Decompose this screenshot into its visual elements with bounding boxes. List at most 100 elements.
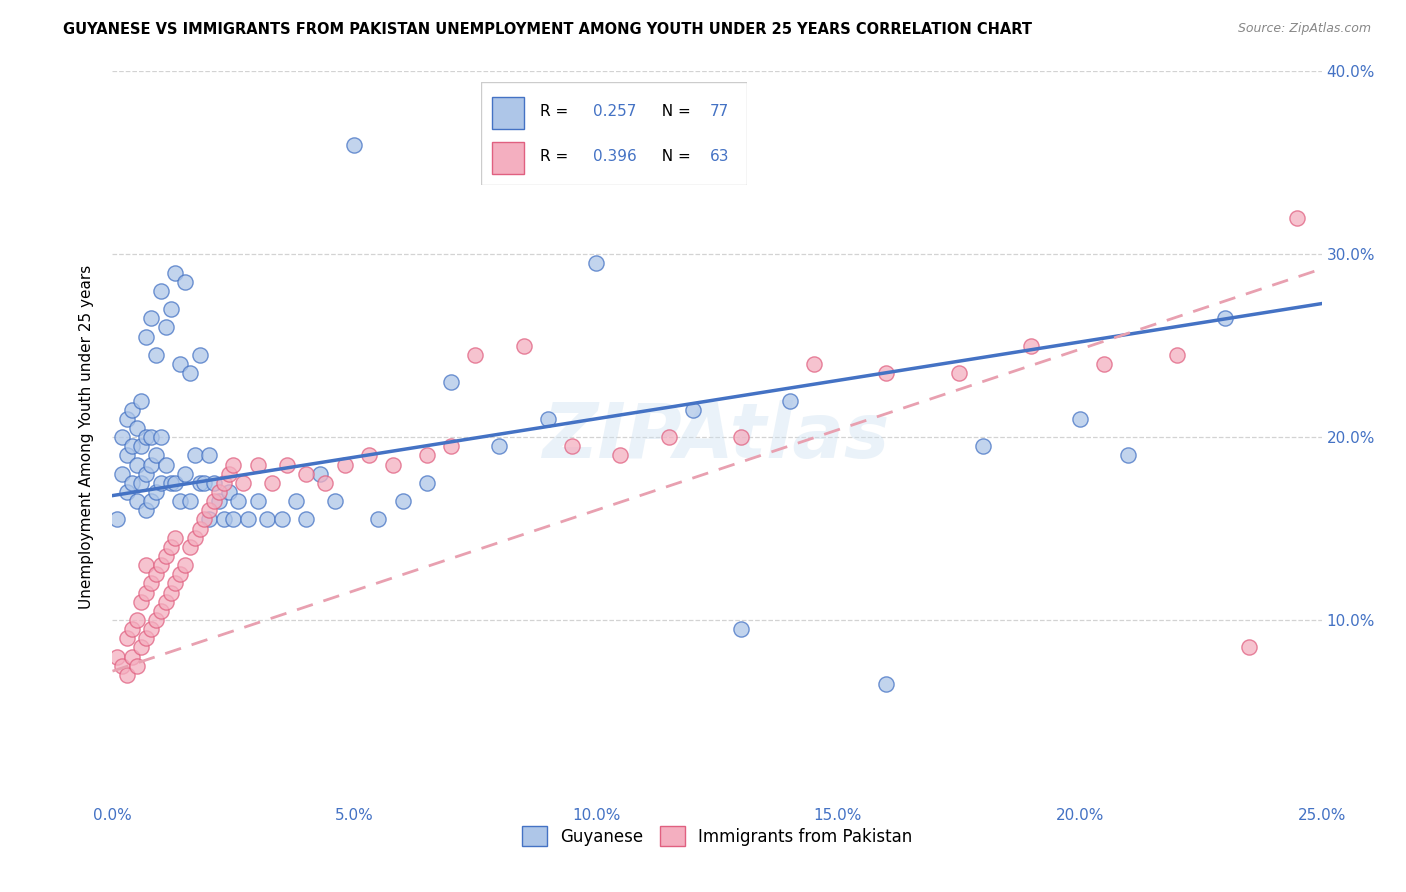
Point: [391, 494, 413, 508]
Point: [131, 594, 153, 608]
Point: [208, 485, 231, 500]
Point: [159, 585, 181, 599]
Point: [537, 412, 560, 426]
Point: [174, 275, 197, 289]
Point: [1069, 412, 1091, 426]
Point: [488, 439, 510, 453]
Point: [149, 430, 172, 444]
Point: [295, 512, 318, 526]
Point: [165, 531, 187, 545]
Point: [155, 458, 177, 472]
Point: [382, 458, 405, 472]
Point: [188, 521, 211, 535]
Point: [125, 458, 148, 472]
Point: [183, 448, 205, 462]
Point: [1213, 311, 1236, 326]
Point: [149, 284, 172, 298]
Point: [179, 540, 201, 554]
Point: [512, 338, 534, 352]
Point: [149, 475, 172, 490]
Y-axis label: Unemployment Among Youth under 25 years: Unemployment Among Youth under 25 years: [79, 265, 94, 609]
Point: [222, 458, 245, 472]
Point: [416, 475, 439, 490]
Point: [145, 348, 167, 362]
Point: [149, 604, 172, 618]
Point: [125, 494, 148, 508]
Point: [314, 475, 336, 490]
Legend: Guyanese, Immigrants from Pakistan: Guyanese, Immigrants from Pakistan: [515, 820, 920, 853]
Point: [105, 512, 128, 526]
Point: [121, 649, 143, 664]
Point: [246, 494, 269, 508]
Point: [169, 357, 191, 371]
Point: [145, 485, 167, 500]
Point: [875, 677, 897, 691]
Point: [270, 512, 292, 526]
Point: [682, 402, 704, 417]
Point: [135, 632, 157, 646]
Point: [658, 430, 681, 444]
Point: [135, 585, 157, 599]
Point: [145, 448, 167, 462]
Point: [121, 402, 143, 417]
Point: [730, 430, 752, 444]
Text: GUYANESE VS IMMIGRANTS FROM PAKISTAN UNEMPLOYMENT AMONG YOUTH UNDER 25 YEARS COR: GUYANESE VS IMMIGRANTS FROM PAKISTAN UNE…: [63, 22, 1032, 37]
Point: [218, 485, 240, 500]
Point: [236, 512, 259, 526]
Point: [169, 494, 191, 508]
Point: [115, 485, 138, 500]
Point: [198, 512, 221, 526]
Point: [188, 348, 211, 362]
Point: [262, 475, 284, 490]
Point: [115, 448, 138, 462]
Point: [561, 439, 583, 453]
Point: [875, 366, 897, 380]
Point: [131, 640, 153, 655]
Point: [141, 576, 163, 591]
Point: [208, 494, 231, 508]
Point: [188, 475, 211, 490]
Point: [141, 430, 163, 444]
Point: [1021, 338, 1043, 352]
Point: [155, 320, 177, 334]
Point: [609, 448, 631, 462]
Point: [121, 622, 143, 636]
Point: [111, 467, 134, 481]
Point: [125, 658, 148, 673]
Point: [115, 667, 138, 681]
Point: [440, 439, 463, 453]
Point: [198, 448, 221, 462]
Point: [155, 594, 177, 608]
Point: [131, 393, 153, 408]
Point: [357, 448, 380, 462]
Point: [145, 613, 167, 627]
Point: [309, 467, 332, 481]
Point: [416, 448, 439, 462]
Point: [333, 458, 356, 472]
Point: [1166, 348, 1188, 362]
Point: [323, 494, 346, 508]
Point: [202, 475, 225, 490]
Point: [440, 375, 463, 389]
Point: [246, 458, 269, 472]
Point: [202, 494, 225, 508]
Text: ZIPAtlas: ZIPAtlas: [543, 401, 891, 474]
Point: [226, 494, 249, 508]
Point: [159, 301, 181, 317]
Point: [464, 348, 486, 362]
Point: [256, 512, 278, 526]
Point: [179, 366, 201, 380]
Point: [948, 366, 970, 380]
Point: [159, 540, 181, 554]
Point: [135, 430, 157, 444]
Point: [121, 439, 143, 453]
Point: [585, 256, 607, 270]
Point: [135, 467, 157, 481]
Point: [212, 475, 235, 490]
Point: [367, 512, 389, 526]
Point: [125, 613, 148, 627]
Point: [115, 632, 138, 646]
Point: [135, 329, 157, 343]
Point: [285, 494, 308, 508]
Point: [131, 475, 153, 490]
